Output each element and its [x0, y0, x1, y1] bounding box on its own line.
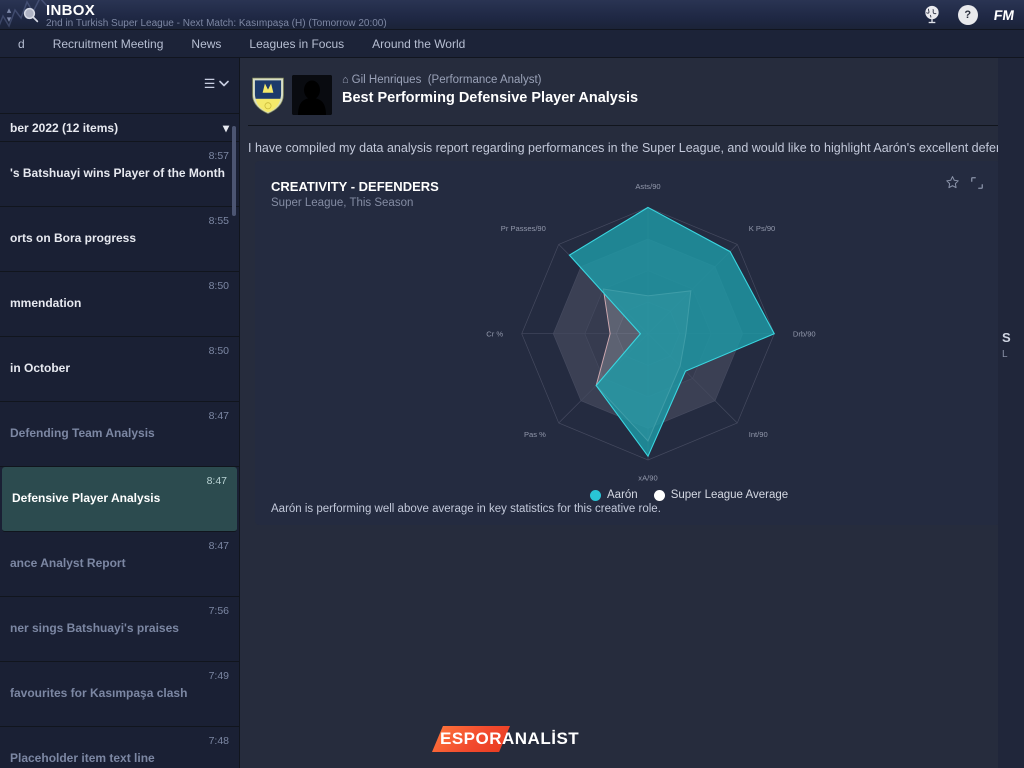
svg-text:Asts/90: Asts/90: [635, 182, 660, 191]
svg-text:K Ps/90: K Ps/90: [749, 224, 776, 233]
svg-text:Drb/90: Drb/90: [793, 329, 816, 338]
svg-text:Pas %: Pas %: [524, 430, 546, 439]
svg-text:Pr Passes/90: Pr Passes/90: [501, 224, 546, 233]
svg-text:xA/90: xA/90: [638, 474, 657, 483]
svg-text:Int/90: Int/90: [749, 430, 768, 439]
svg-text:Cr %: Cr %: [486, 329, 503, 338]
